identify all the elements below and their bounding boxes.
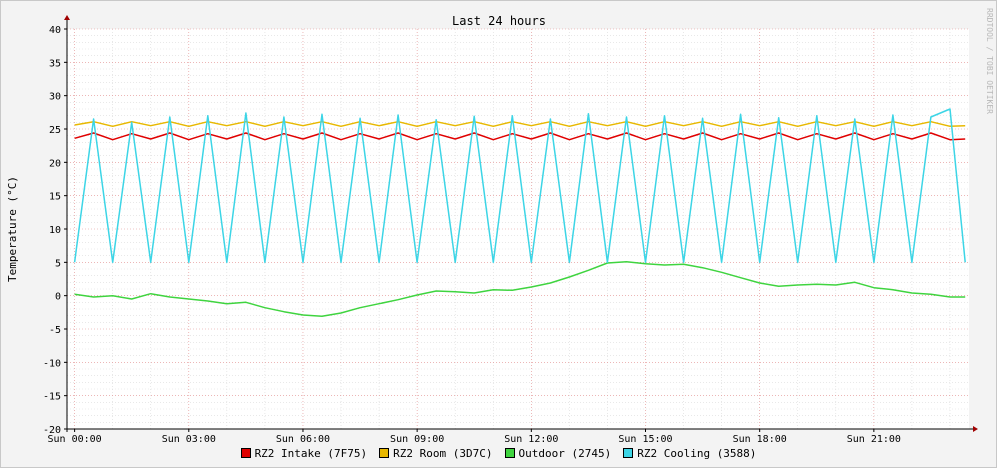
y-tick-label: 15	[49, 192, 61, 203]
y-tick-label: 40	[49, 25, 61, 36]
y-axis-label: Temperature (°C)	[6, 176, 19, 282]
legend-swatch	[240, 448, 251, 458]
x-tick-label: Sun 00:00	[48, 434, 102, 445]
x-axis-arrow	[973, 426, 978, 432]
series-line-3	[74, 260, 966, 318]
legend-item: RZ2 Room (3D7C)	[379, 447, 493, 460]
legend-label: RZ2 Room (3D7C)	[393, 447, 493, 460]
y-axis-arrow	[64, 15, 70, 20]
x-tick-labels: Sun 00:00 Sun 03:00 Sun 06:00 Sun 09:00 Sun …	[48, 429, 901, 445]
series-line-4	[73, 108, 966, 264]
legend-item: Outdoor (2745)	[504, 447, 612, 460]
legend-swatch	[623, 448, 634, 458]
series-line-2	[74, 120, 966, 128]
y-tick-label: 10	[49, 225, 61, 236]
y-tick-label: -20	[43, 425, 61, 436]
legend-label: RZ2 Intake (7F75)	[254, 447, 368, 460]
chart-title: Last 24 hours	[452, 14, 546, 28]
x-tick-label: Sun 15:00	[618, 434, 672, 445]
legend-item: RZ2 Intake (7F75)	[240, 447, 368, 460]
y-tick-label: -15	[43, 392, 61, 403]
axes	[64, 15, 978, 432]
x-tick-label: Sun 21:00	[847, 434, 901, 445]
legend-swatch	[379, 448, 390, 458]
x-tick-label: Sun 03:00	[162, 434, 216, 445]
y-tick-label: -5	[49, 325, 61, 336]
series-layer	[73, 108, 966, 318]
x-tick-label: Sun 12:00	[504, 434, 558, 445]
y-tick-label: 5	[55, 258, 61, 269]
y-tick-label: 25	[49, 125, 61, 136]
x-tick-label: Sun 09:00	[390, 434, 444, 445]
legend-label: Outdoor (2745)	[518, 447, 612, 460]
legend-swatch	[504, 448, 515, 458]
legend-item: RZ2 Cooling (3588)	[623, 447, 756, 460]
y-tick-label: 20	[49, 158, 61, 169]
y-tick-labels: 40 35 30 25 20 15 10 5 0 -5 -10 -15 -20	[43, 25, 67, 436]
legend-label: RZ2 Cooling (3588)	[637, 447, 757, 460]
y-tick-label: -10	[43, 358, 61, 369]
y-tick-label: 30	[49, 92, 61, 103]
x-tick-label: Sun 18:00	[733, 434, 787, 445]
legend: RZ2 Intake (7F75) RZ2 Room (3D7C) Outdoor …	[1, 447, 996, 460]
watermark: RRDTOOL / TOBI OETIKER	[985, 8, 994, 114]
y-tick-label: 0	[55, 292, 61, 303]
x-tick-label: Sun 06:00	[276, 434, 330, 445]
y-tick-label: 35	[49, 58, 61, 69]
